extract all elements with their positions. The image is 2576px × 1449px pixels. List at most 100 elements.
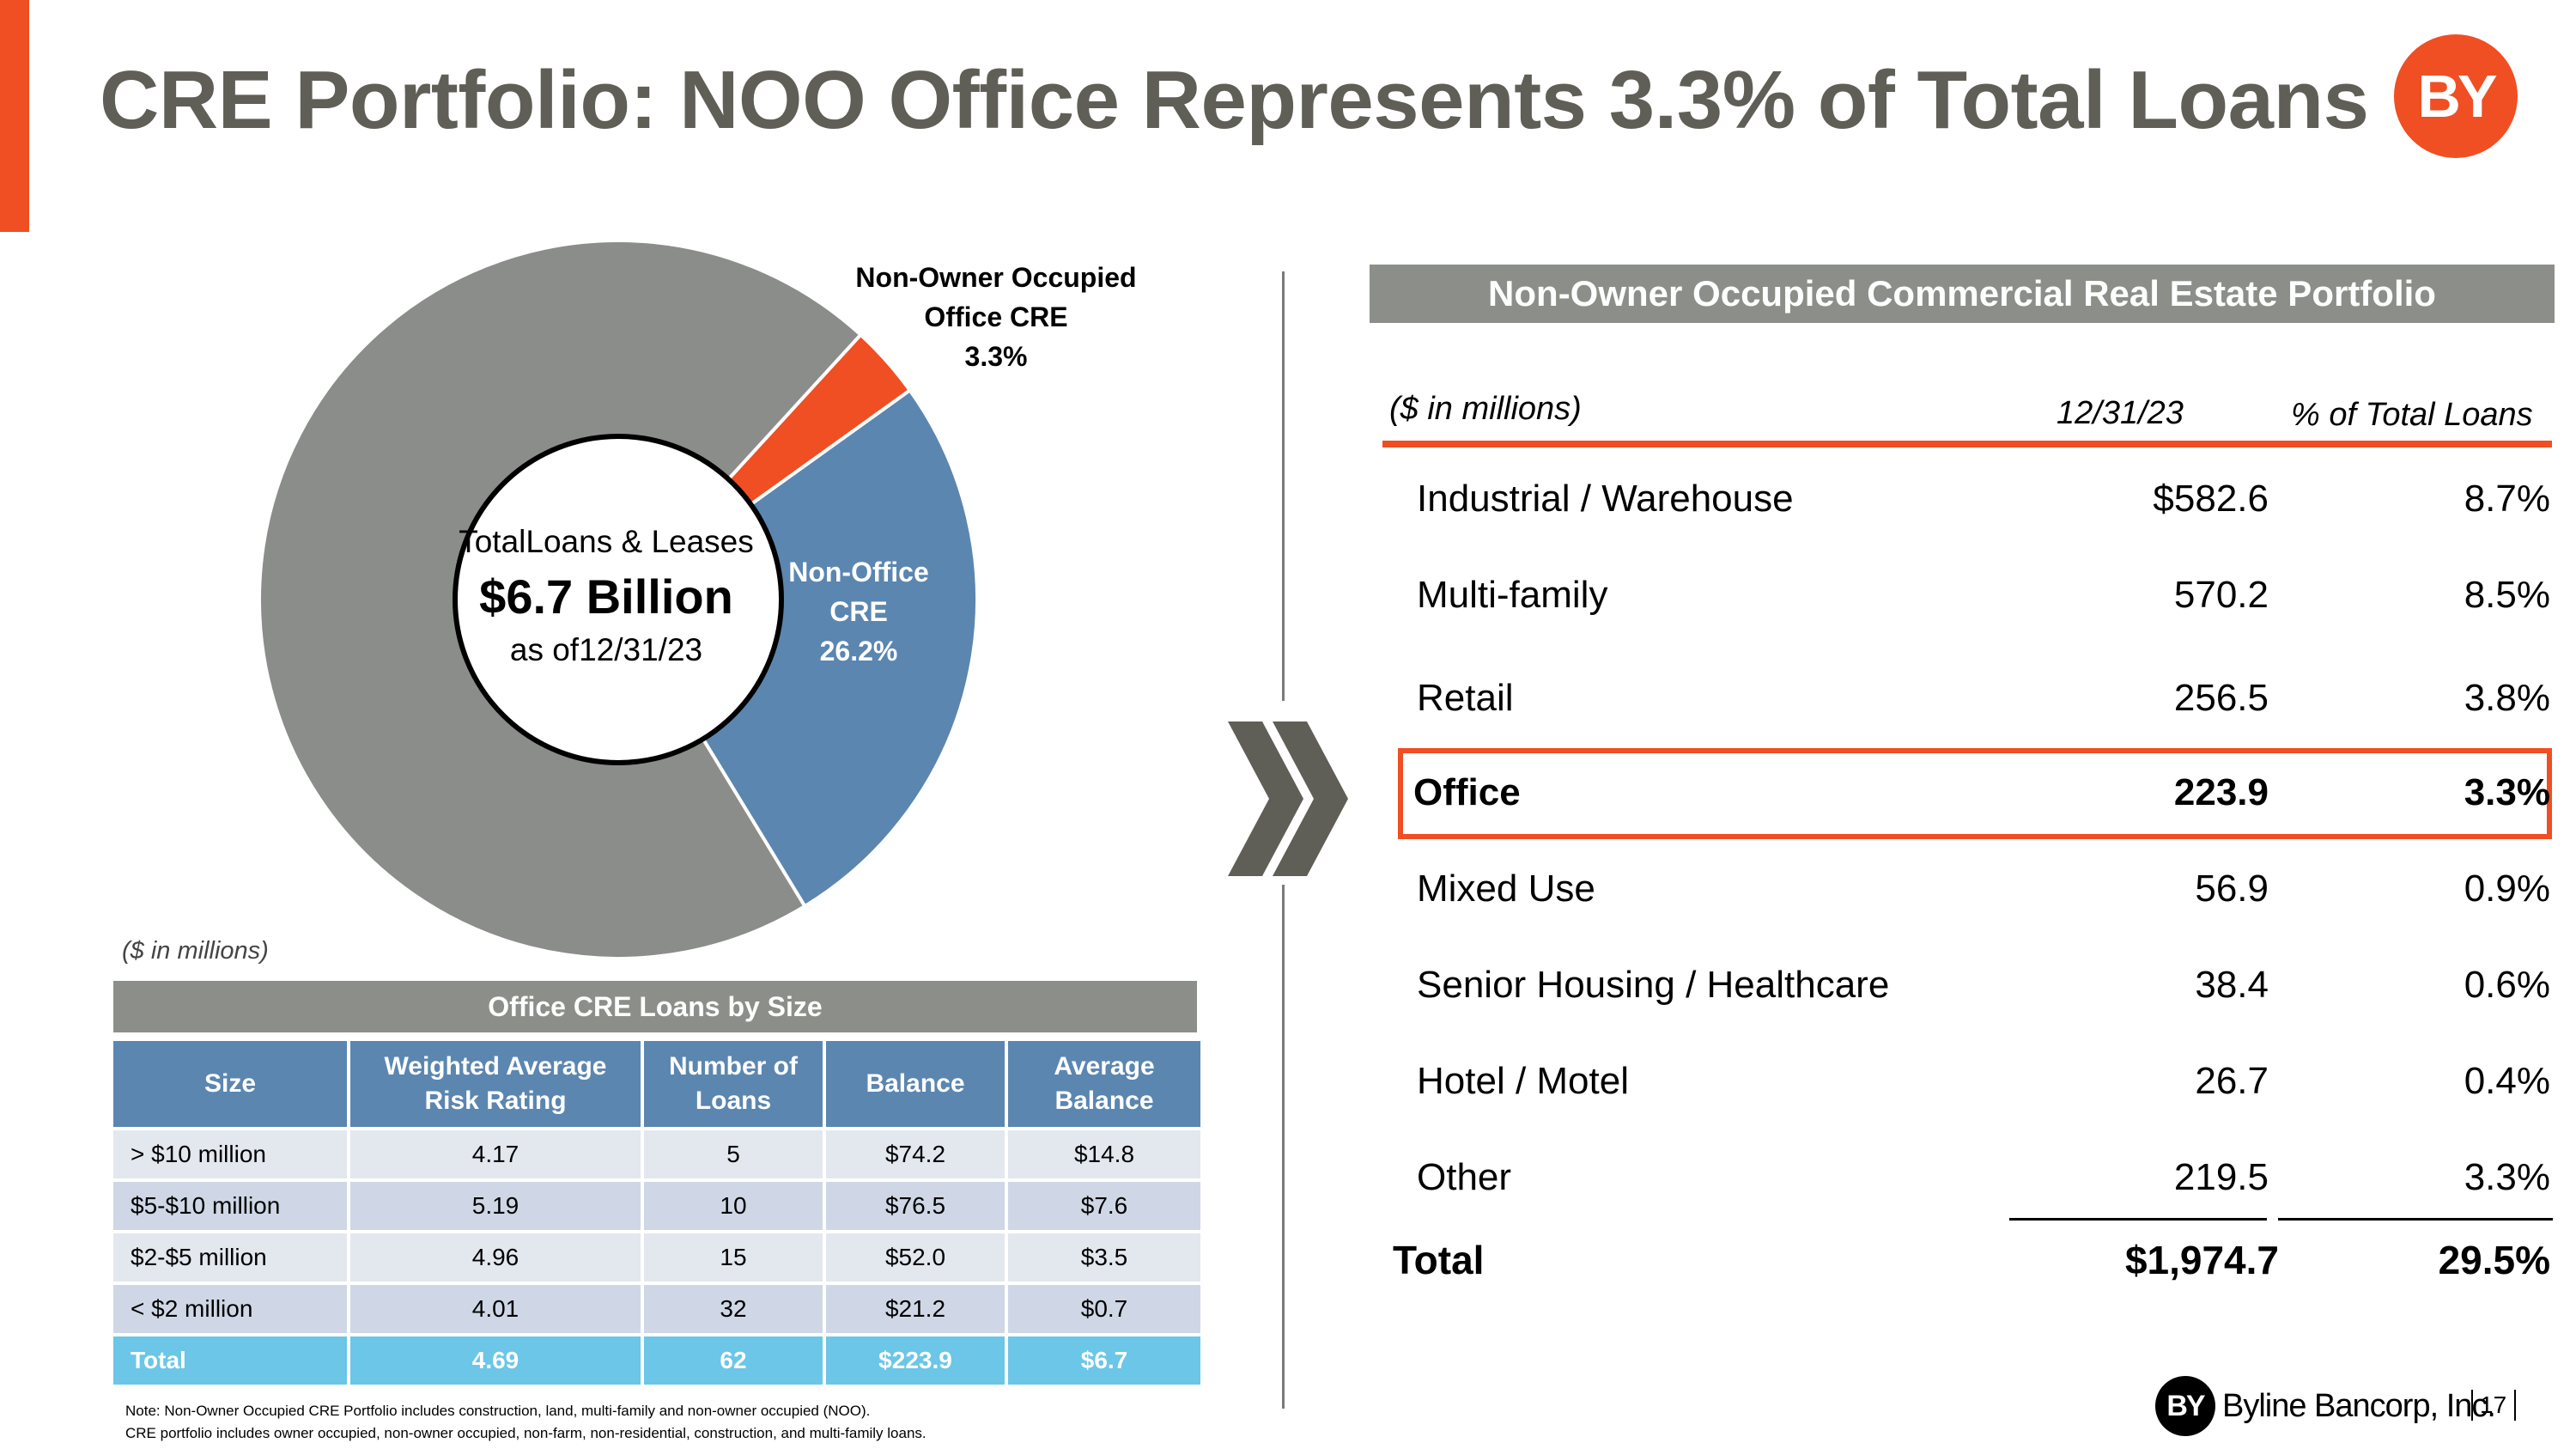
size-table-header-row: Size Weighted Average Risk Rating Number … [113,1041,1200,1130]
header-text: Weighted Average [384,1052,607,1081]
row-value: 256.5 [2173,677,2269,719]
row-value: 570.2 [2173,574,2269,616]
table-row: > $10 million 4.17 5 $74.2 $14.8 [113,1130,1200,1182]
portfolio-table-title: Non-Owner Occupied Commercial Real Estat… [1370,265,2555,323]
page-number-bar [2514,1390,2516,1421]
cell-average: $7.6 [1008,1182,1200,1233]
donut-center-label: TotalLoans & Leases [459,524,754,559]
row-name: Office [1413,771,1521,813]
pie-slice-1 [616,387,979,909]
header-average-balance: Average Balance [1008,1041,1200,1130]
cell-balance: $76.5 [826,1182,1008,1233]
page-number-bar [2471,1390,2473,1421]
row-pct: 3.3% [2464,1156,2550,1198]
size-table-title: Office CRE Loans by Size [113,981,1197,1032]
header-underline [1382,441,2552,447]
noo-office-label-line: Office CRE [924,301,1068,332]
portfolio-pct-header: % of Total Loans [2291,397,2533,433]
row-value: 223.9 [2173,771,2269,813]
row-pct: 3.8% [2464,677,2550,719]
portfolio-row: Hotel / Motel 26.7 0.4% [1382,1060,2552,1111]
total-name: Total [1393,1238,1485,1282]
header-text: Balance [1054,1087,1154,1115]
cell-balance: $21.2 [826,1285,1008,1336]
header-text: Average [1054,1052,1155,1081]
donut-center-date: as of12/31/23 [509,632,703,667]
portfolio-row: Multi-family 570.2 8.5% [1382,574,2552,625]
header-text: Risk Rating [424,1087,567,1115]
row-name: Multi-family [1417,574,1608,616]
noo-office-label-line: Non-Owner Occupied [855,262,1137,293]
row-name: Mixed Use [1417,868,1595,910]
row-name: Hotel / Motel [1417,1060,1629,1102]
footer-logo: BY [2155,1376,2215,1436]
row-pct: 3.3% [2464,771,2550,813]
non-office-label-line: Non-Office [788,557,929,588]
divider [1282,885,1285,1409]
header-text: Size [204,1069,257,1098]
page-number: 17 [2480,1391,2507,1418]
footer-company-name: Byline Bancorp, Inc. [2222,1388,2496,1424]
cell-number: 5 [644,1130,826,1182]
portfolio-units-header: ($ in millions) [1389,391,1582,427]
portfolio-total-row: Total $1,974.7 29.5% [1393,1237,2552,1288]
row-value: 38.4 [2195,964,2269,1006]
size-table: Size Weighted Average Risk Rating Number … [113,1041,1200,1388]
header-size: Size [113,1041,350,1130]
non-office-label-line: CRE [829,596,888,627]
cell-average: $14.8 [1008,1130,1200,1182]
footnote-line: Note: Non-Owner Occupied CRE Portfolio i… [125,1403,871,1419]
table-total-row: Total 4.69 62 $223.9 $6.7 [113,1336,1200,1388]
header-risk-rating: Weighted Average Risk Rating [350,1041,644,1130]
header-text: Loans [695,1087,772,1115]
row-name: Senior Housing / Healthcare [1417,964,1890,1006]
portfolio-row: Industrial / Warehouse $582.6 8.7% [1382,478,2552,529]
cell-average: $6.7 [1008,1336,1200,1388]
row-name: Retail [1417,677,1514,719]
row-pct: 0.9% [2464,868,2550,910]
page-title: CRE Portfolio: NOO Office Represents 3.3… [100,54,2369,146]
row-value: 219.5 [2173,1156,2269,1198]
cell-average: $0.7 [1008,1285,1200,1336]
portfolio-row-office: Office 223.9 3.3% [1382,771,2552,823]
donut-hole [453,434,784,765]
left-units-label: ($ in millions) [122,937,269,965]
portfolio-row: Other 219.5 3.3% [1382,1156,2552,1208]
noo-office-label-line: 3.3% [964,341,1028,372]
donut-chart [258,239,979,960]
header-number-of-loans: Number of Loans [644,1041,826,1130]
cell-number: 15 [644,1233,826,1285]
sum-rule [2009,1218,2267,1221]
cell-risk-rating: 4.01 [350,1285,644,1336]
row-pct: 8.7% [2464,478,2550,520]
row-value: 56.9 [2195,868,2269,910]
footnote-line: CRE portfolio includes owner occupied, n… [125,1425,927,1441]
donut-center-value: $6.7 Billion [479,569,733,624]
row-pct: 0.6% [2464,964,2550,1006]
footnote: Note: Non-Owner Occupied CRE Portfolio i… [125,1400,927,1445]
portfolio-date-header: 12/31/23 [2057,395,2184,431]
cell-risk-rating: 4.17 [350,1130,644,1182]
non-office-label: Non-Office CRE 26.2% [773,552,945,671]
row-pct: 0.4% [2464,1060,2550,1102]
portfolio-row: Senior Housing / Healthcare 38.4 0.6% [1382,964,2552,1015]
cell-risk-rating: 5.19 [350,1182,644,1233]
portfolio-row: Retail 256.5 3.8% [1382,677,2552,728]
accent-bar [0,0,29,232]
header-balance: Balance [826,1041,1008,1130]
table-row: $5-$10 million 5.19 10 $76.5 $7.6 [113,1182,1200,1233]
cell-number: 32 [644,1285,826,1336]
chevron-right-icon [1228,721,1348,876]
office-highlight-box [1398,748,2552,839]
cell-size: $2-$5 million [113,1233,350,1285]
header-text: Number of [669,1052,798,1081]
brand-logo: BY [2394,34,2518,158]
cell-risk-rating: 4.69 [350,1336,644,1388]
row-name: Other [1417,1156,1512,1198]
row-value: 26.7 [2195,1060,2269,1102]
noo-office-label: Non-Owner Occupied Office CRE 3.3% [824,258,1168,376]
cell-risk-rating: 4.96 [350,1233,644,1285]
cell-size: Total [113,1336,350,1388]
row-name: Industrial / Warehouse [1417,478,1794,520]
cell-size: $5-$10 million [113,1182,350,1233]
